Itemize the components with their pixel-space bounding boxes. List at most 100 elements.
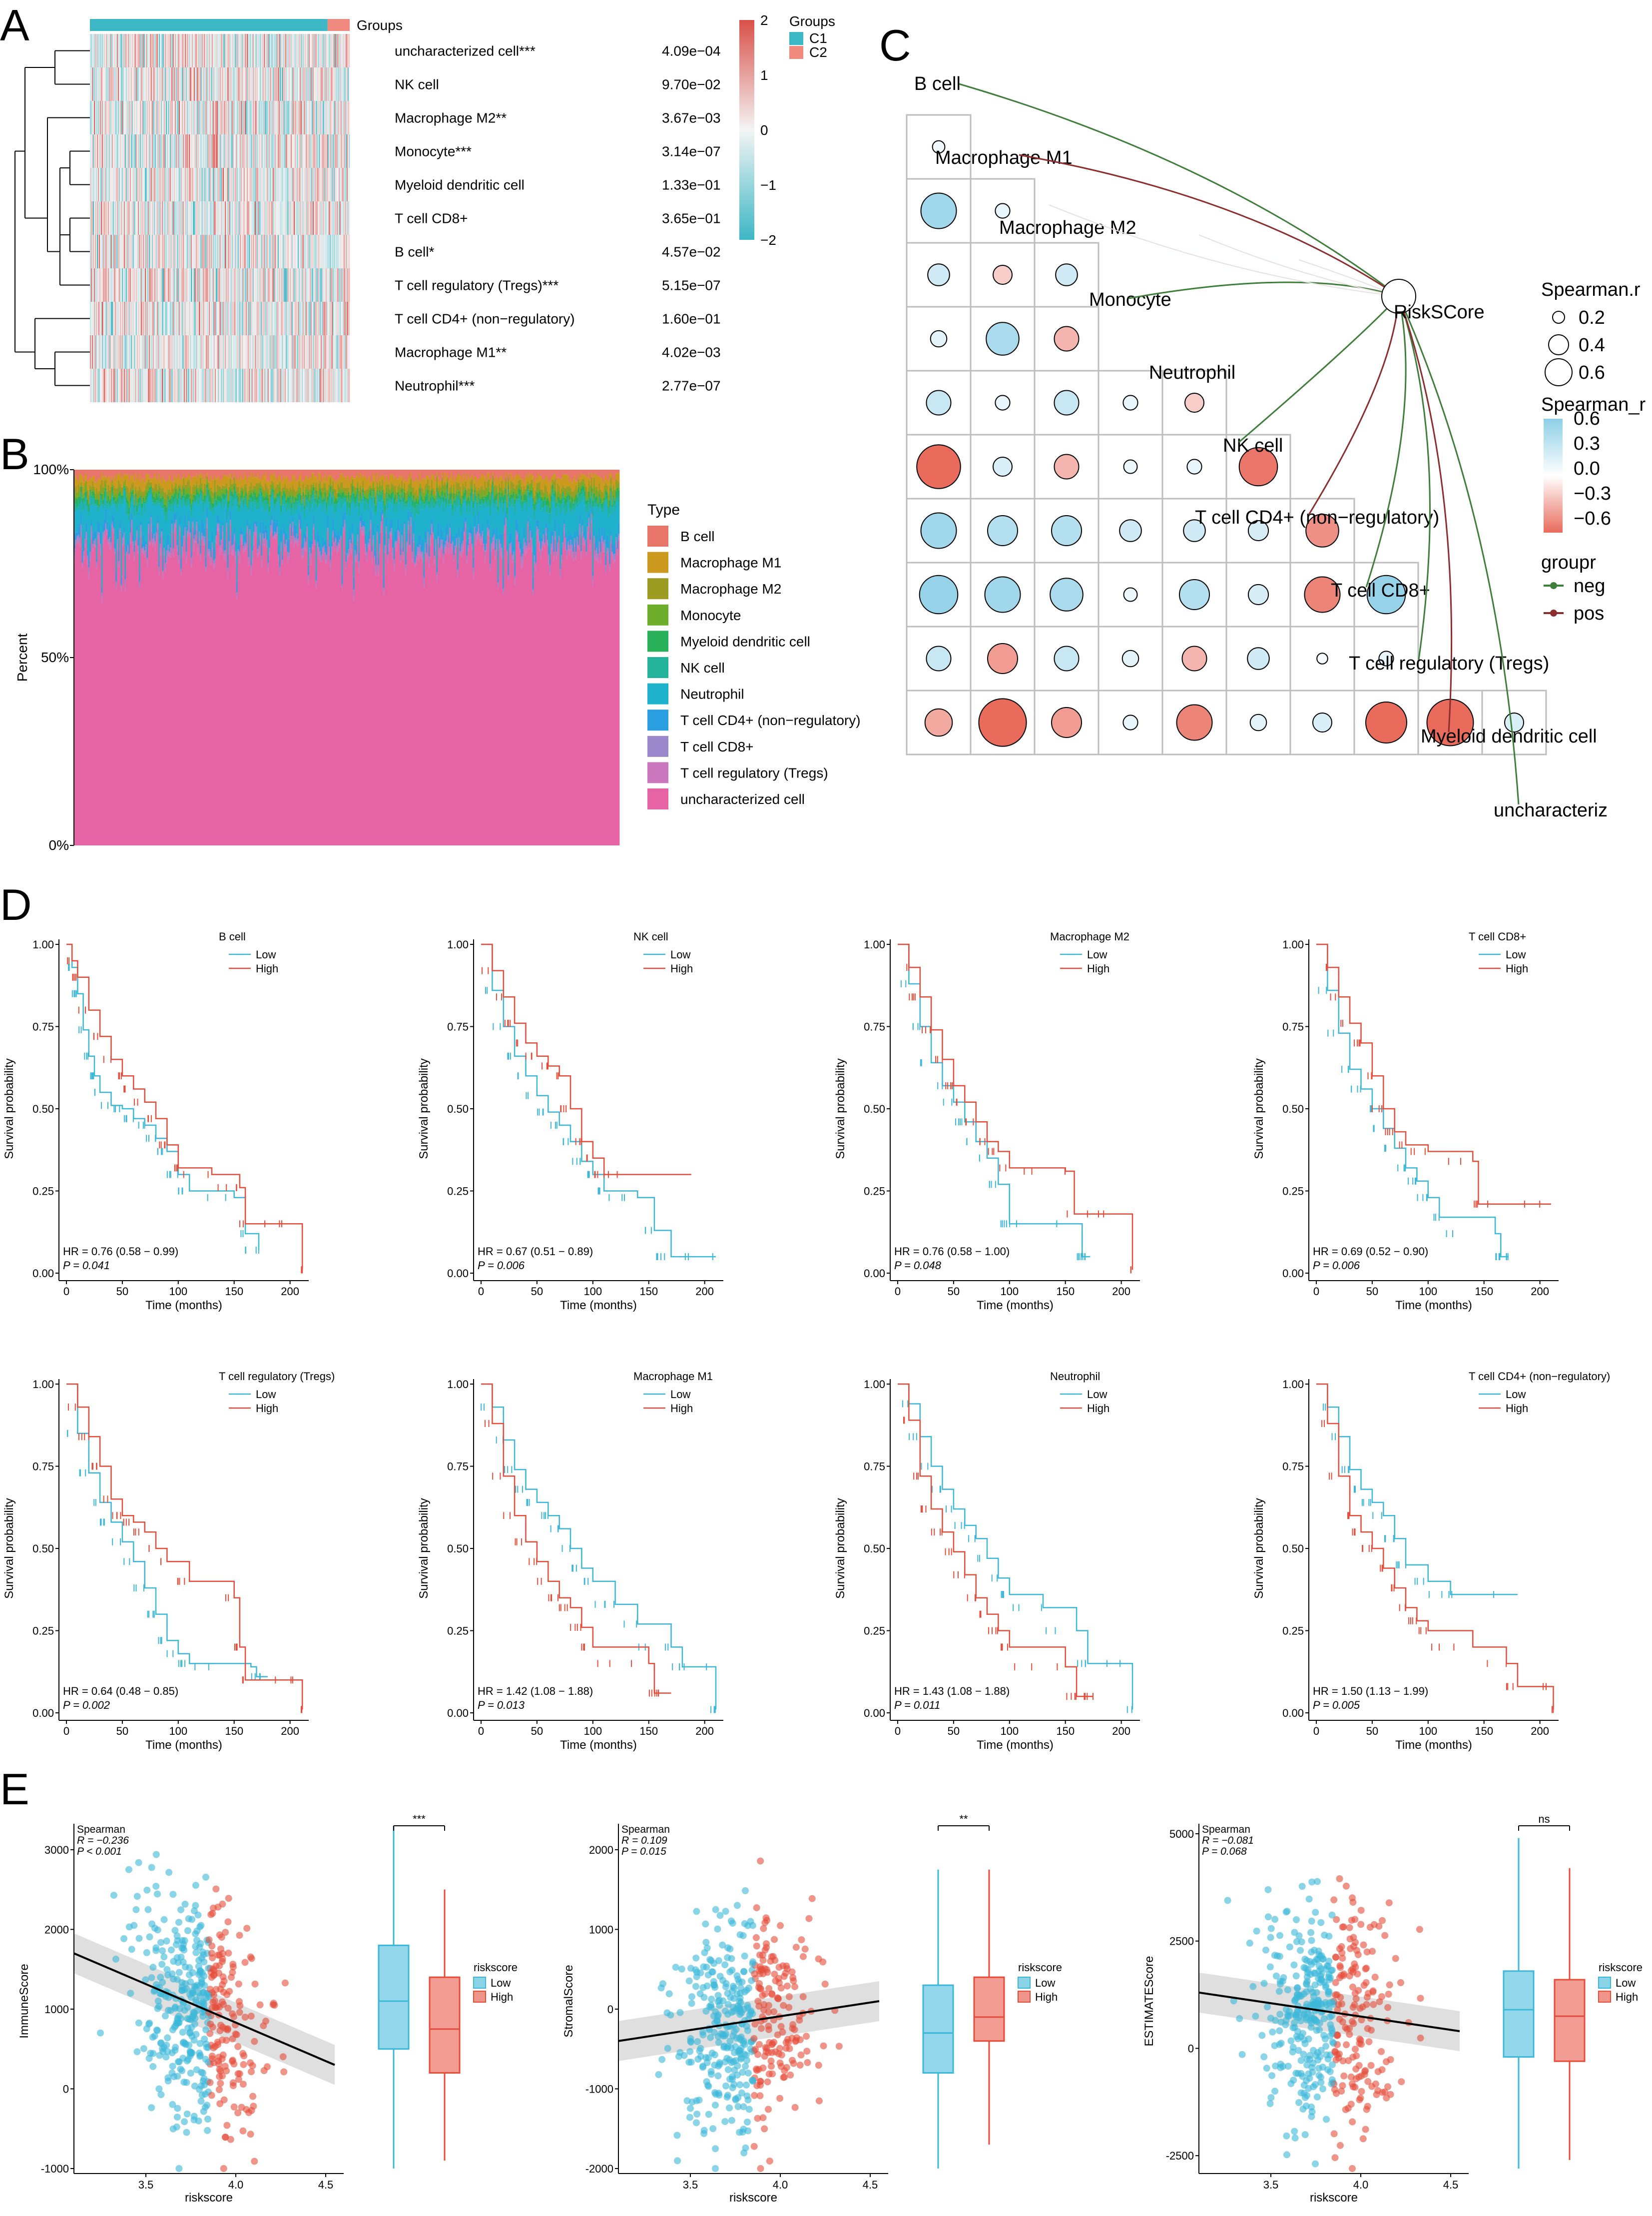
heatmap-cell <box>224 335 225 369</box>
stacked-segment-t-cell-regulatory-tregs- <box>291 541 293 544</box>
heatmap-cell <box>256 369 257 402</box>
heatmap-cell <box>275 101 276 134</box>
stacked-segment-neutrophil <box>102 508 104 525</box>
stacked-segment-t-cell-cd4-non-regulatory- <box>262 521 264 534</box>
heatmap-cell <box>240 168 241 201</box>
stacked-segment-nk-cell <box>107 501 109 504</box>
heatmap-cell <box>318 134 319 168</box>
heatmap-cell <box>132 67 133 101</box>
stacked-segment-b-cell <box>93 470 95 476</box>
stacked-segment-macrophage-m2 <box>89 485 91 489</box>
heatmap-cell <box>247 369 248 402</box>
heatmap-cell <box>156 101 157 134</box>
heatmap-cell <box>142 168 143 201</box>
heatmap-cell <box>231 34 232 67</box>
stacked-segment-nk-cell <box>239 508 241 512</box>
heatmap-cell <box>113 101 114 134</box>
heatmap-cell <box>347 369 348 402</box>
heatmap-cell <box>141 67 142 101</box>
heatmap-cell <box>319 268 320 302</box>
heatmap-cell <box>140 235 141 268</box>
heatmap-cell <box>217 235 218 268</box>
stacked-segment-uncharacterized-cell <box>174 532 176 845</box>
heatmap-cell <box>270 101 271 134</box>
heatmap-cell <box>139 101 140 134</box>
heatmap-cell <box>244 168 245 201</box>
heatmap-cell <box>302 369 303 402</box>
stacked-segment-macrophage-m2 <box>269 494 270 501</box>
stacked-segment-myeloid-dendritic-cell <box>272 490 274 493</box>
heatmap-cell <box>289 101 290 134</box>
stacked-segment-monocyte <box>96 493 98 500</box>
heatmap-cell <box>304 369 305 402</box>
stacked-segment-myeloid-dendritic-cell <box>275 498 277 503</box>
heatmap-cell <box>106 67 107 101</box>
stacked-segment-monocyte <box>222 488 224 494</box>
heatmap-cell <box>101 34 102 67</box>
stacked-segment-uncharacterized-cell <box>129 543 131 845</box>
stacked-segment-monocyte <box>149 486 151 488</box>
heatmap-cell <box>287 101 288 134</box>
heatmap-cell <box>313 67 314 101</box>
heatmap-cell <box>130 201 131 235</box>
heatmap-cell <box>262 101 263 134</box>
stacked-segment-t-cell-cd4-non-regulatory- <box>306 523 308 527</box>
heatmap-cell <box>234 302 235 335</box>
heatmap-cell <box>106 101 107 134</box>
stacked-segment-myeloid-dendritic-cell <box>135 494 137 497</box>
stacked-segment-t-cell-cd4-non-regulatory- <box>227 555 229 568</box>
heatmap-cell <box>170 302 171 335</box>
stacked-segment-monocyte <box>97 497 99 500</box>
stacked-segment-t-cell-cd4-non-regulatory- <box>84 533 86 539</box>
heatmap-cell <box>111 369 112 402</box>
stacked-segment-myeloid-dendritic-cell <box>188 494 190 498</box>
heatmap-cell <box>168 34 169 67</box>
stacked-segment-uncharacterized-cell <box>155 542 157 845</box>
stacked-segment-b-cell <box>209 470 211 482</box>
heatmap-cell <box>210 335 211 369</box>
heatmap-cell <box>218 168 219 201</box>
heatmap-cell <box>208 235 209 268</box>
stacked-segment-b-cell <box>146 470 148 475</box>
heatmap-cell <box>307 268 308 302</box>
stacked-segment-t-cell-cd8- <box>93 541 95 544</box>
stacked-segment-monocyte <box>198 488 200 494</box>
heatmap-cell <box>286 302 287 335</box>
stacked-segment-nk-cell <box>245 496 247 505</box>
heatmap-cell <box>288 34 289 67</box>
panel-label-e: E <box>0 1764 29 1814</box>
stacked-segment-t-cell-regulatory-tregs- <box>252 557 254 564</box>
heatmap-cell <box>348 67 349 101</box>
heatmap-cell <box>120 235 121 268</box>
heatmap-cell <box>325 134 326 168</box>
heatmap-cell <box>118 67 119 101</box>
heatmap-cell <box>163 235 164 268</box>
heatmap-cell <box>320 134 321 168</box>
stacked-segment-neutrophil <box>120 503 122 577</box>
heatmap-cell <box>334 302 335 335</box>
heatmap-cell <box>204 67 205 101</box>
heatmap-cell <box>232 302 233 335</box>
heatmap-cell <box>288 201 289 235</box>
heatmap-cell <box>245 268 246 302</box>
heatmap-cell <box>264 101 265 134</box>
heatmap-cell <box>160 302 161 335</box>
heatmap-cell <box>94 34 95 67</box>
heatmap-cell <box>184 34 185 67</box>
stacked-segment-b-cell <box>272 470 274 473</box>
stacked-segment-macrophage-m2 <box>166 494 168 501</box>
heatmap-cell <box>171 369 172 402</box>
heatmap-cell <box>330 67 331 101</box>
stacked-segment-macrophage-m2 <box>133 495 135 499</box>
heatmap-cell <box>225 168 226 201</box>
heatmap-cell <box>239 201 240 235</box>
stacked-segment-macrophage-m1 <box>131 476 133 484</box>
heatmap-cell <box>338 34 339 67</box>
heatmap-cell <box>91 34 92 67</box>
stacked-segment-macrophage-m1 <box>207 479 209 483</box>
stacked-segment-t-cell-cd4-non-regulatory- <box>236 581 238 593</box>
heatmap-cell <box>227 201 228 235</box>
stacked-segment-b-cell <box>183 470 185 475</box>
heatmap-cell <box>134 335 135 369</box>
heatmap-cell <box>196 168 197 201</box>
